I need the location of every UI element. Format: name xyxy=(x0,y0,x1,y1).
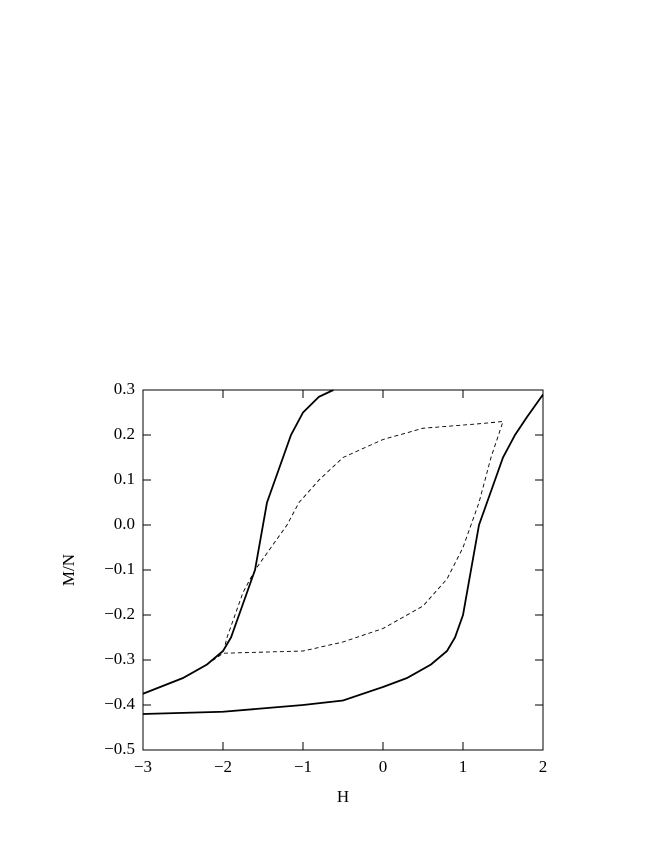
y-tick-label: 0.1 xyxy=(114,469,135,488)
y-tick-label: −0.4 xyxy=(104,694,135,713)
y-tick-label: 0.2 xyxy=(114,424,135,443)
y-axis-title: M/N xyxy=(59,554,78,586)
x-axis-title: H xyxy=(337,787,349,806)
x-tick-label: 0 xyxy=(379,757,388,776)
y-tick-label: −0.5 xyxy=(104,739,135,758)
line-series xyxy=(142,393,544,715)
y-tick-label: −0.3 xyxy=(104,649,135,668)
x-tick-label: −3 xyxy=(134,757,152,776)
plot-frame xyxy=(142,389,544,751)
y-tick-label: 0.3 xyxy=(114,379,135,398)
x-tick-label: −1 xyxy=(294,757,312,776)
x-tick-label: 2 xyxy=(539,757,548,776)
x-tick-label: 1 xyxy=(459,757,468,776)
x-tick-label: −2 xyxy=(214,757,232,776)
y-tick-label: −0.2 xyxy=(104,604,135,623)
line-series xyxy=(142,389,334,695)
y-tick-label: 0.0 xyxy=(114,514,135,533)
line-series xyxy=(142,420,504,695)
y-tick-label: −0.1 xyxy=(104,559,135,578)
